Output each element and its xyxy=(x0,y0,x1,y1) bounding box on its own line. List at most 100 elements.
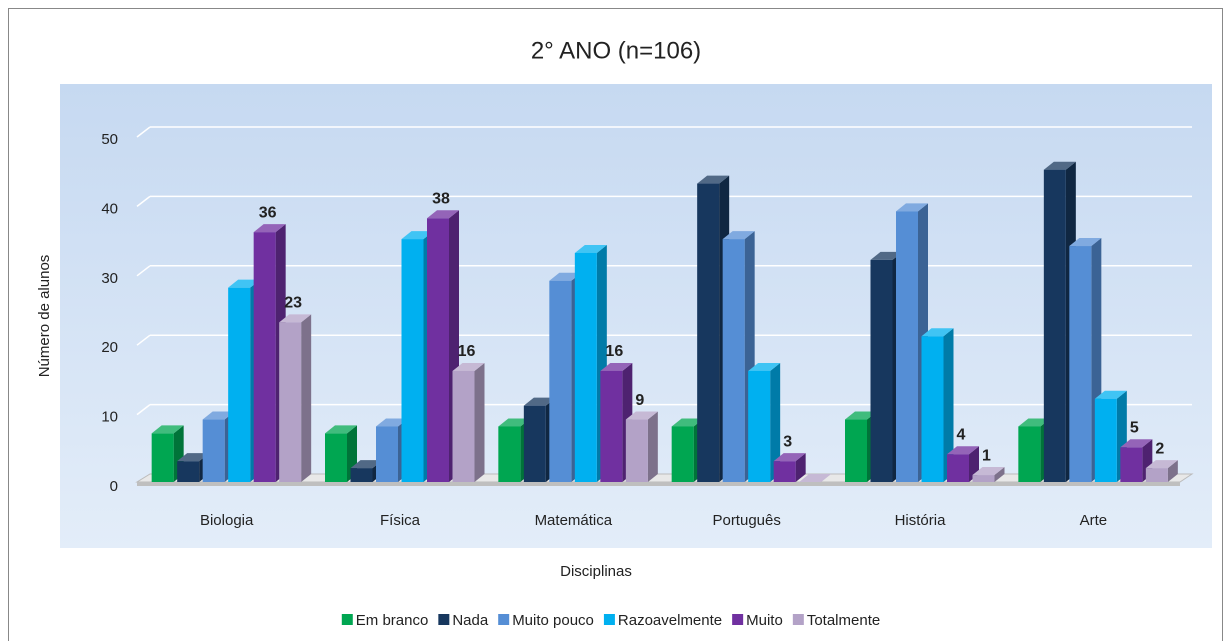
chart-title: 2° ANO (n=106) xyxy=(531,37,701,64)
bar xyxy=(896,211,918,482)
data-label: 2 xyxy=(1155,440,1164,457)
legend-swatch xyxy=(498,614,510,625)
bar-top xyxy=(921,328,954,337)
bar-top xyxy=(498,418,531,427)
bar-top xyxy=(1145,460,1178,469)
bar-top xyxy=(845,411,877,420)
legend-swatch xyxy=(792,614,804,625)
bar xyxy=(671,426,694,482)
bar xyxy=(452,370,475,482)
bar-top xyxy=(773,453,806,462)
bar xyxy=(870,259,893,482)
bar xyxy=(1069,246,1092,482)
bar xyxy=(350,468,373,482)
bar xyxy=(972,475,995,482)
y-tick-label: 0 xyxy=(110,478,118,495)
bar-top xyxy=(151,425,184,434)
bar-top xyxy=(748,362,781,371)
bar-top xyxy=(671,418,704,427)
bar xyxy=(279,322,302,482)
bar-side xyxy=(943,328,954,482)
bar-side xyxy=(474,362,485,482)
bar-top xyxy=(325,425,357,434)
bar-top xyxy=(574,244,607,253)
bar xyxy=(722,239,745,482)
bar-top xyxy=(202,411,235,420)
grid-line-side xyxy=(136,126,151,138)
bar-top xyxy=(600,362,633,371)
bar xyxy=(151,433,174,482)
data-label: 16 xyxy=(458,343,476,360)
x-tick-label: História xyxy=(895,512,947,529)
x-tick-label: Biologia xyxy=(200,512,254,529)
bar-top xyxy=(972,467,1005,476)
bar-top xyxy=(253,224,286,233)
bar-top xyxy=(427,210,459,219)
x-tick-label: Física xyxy=(380,512,421,529)
data-label: 23 xyxy=(284,295,302,312)
bar xyxy=(1043,169,1066,482)
legend-label: Nada xyxy=(452,612,489,629)
bar-side xyxy=(647,411,658,482)
bar xyxy=(574,252,597,482)
y-axis-title: Número de alunos xyxy=(36,255,53,378)
y-tick-label: 50 xyxy=(101,131,118,148)
legend-label: Em branco xyxy=(356,612,429,629)
data-label: 9 xyxy=(635,392,644,409)
bar-top xyxy=(1094,390,1127,399)
bar-top xyxy=(1043,161,1076,170)
bar xyxy=(600,370,623,482)
bar-top xyxy=(523,397,556,406)
floor-edge xyxy=(137,482,1180,486)
bar-top xyxy=(1018,418,1051,427)
bar xyxy=(773,461,796,482)
legend-label: Muito xyxy=(746,612,783,629)
bar xyxy=(401,239,424,482)
y-tick-label: 10 xyxy=(101,409,118,426)
bar-top xyxy=(799,474,832,482)
bar-top xyxy=(1069,238,1102,247)
bar-top xyxy=(177,453,210,462)
bar xyxy=(177,461,200,482)
bar xyxy=(748,370,771,482)
data-label: 16 xyxy=(605,343,623,360)
data-label: 3 xyxy=(783,433,792,450)
bar-top xyxy=(697,175,730,184)
data-label: 36 xyxy=(259,204,277,221)
bar xyxy=(325,433,347,482)
y-tick-label: 30 xyxy=(101,270,118,287)
bar xyxy=(498,426,521,482)
bar-top xyxy=(401,231,434,240)
x-tick-label: Matemática xyxy=(535,512,613,529)
y-tick-label: 20 xyxy=(101,339,118,356)
bar-side xyxy=(1167,460,1178,482)
bar-side xyxy=(301,314,312,482)
bar-top xyxy=(870,251,903,260)
bar-top xyxy=(947,446,979,455)
x-tick-label: Arte xyxy=(1080,512,1108,529)
data-label: 4 xyxy=(957,426,966,443)
grid-line-side xyxy=(136,334,151,346)
grid-line-side xyxy=(136,265,151,277)
legend-label: Totalmente xyxy=(807,612,880,629)
legend-swatch xyxy=(603,614,615,625)
legend-label: Muito pouco xyxy=(512,612,594,629)
data-label: 38 xyxy=(432,190,450,207)
x-tick-label: Português xyxy=(712,512,780,529)
bar xyxy=(228,287,251,482)
legend-label: Razoavelmente xyxy=(618,612,722,629)
bar-side xyxy=(795,453,806,482)
bar-top xyxy=(722,231,755,240)
legend-swatch xyxy=(341,614,353,625)
bar-top xyxy=(1120,439,1153,448)
bar-top xyxy=(452,362,485,371)
bar xyxy=(1145,468,1168,482)
bar xyxy=(1018,426,1041,482)
bar-top xyxy=(376,418,408,427)
bar-top xyxy=(350,460,383,469)
data-label: 5 xyxy=(1130,420,1139,437)
bar xyxy=(697,183,720,482)
bar xyxy=(376,426,398,482)
